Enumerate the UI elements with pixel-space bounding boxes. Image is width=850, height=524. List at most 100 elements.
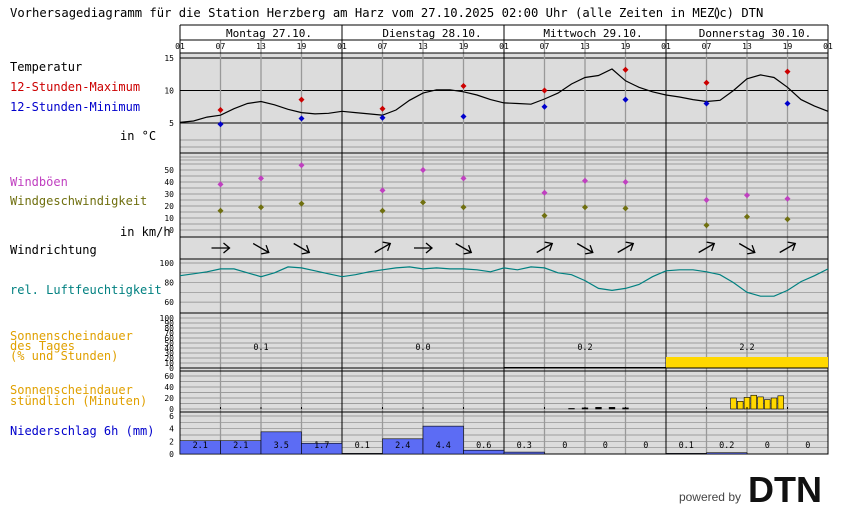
sunhour-bar — [568, 408, 575, 410]
humidity-line — [179, 266, 829, 297]
humidity-tick-label: 60 — [164, 298, 174, 307]
precip-value-label: 4.4 — [436, 441, 451, 451]
wind-arrow-shape — [779, 241, 797, 254]
label-sunhour-1: Sonnenscheindauer — [10, 383, 133, 397]
wind-speed-point — [217, 207, 224, 214]
precip-tick-label: 2 — [169, 437, 174, 446]
min-point — [784, 100, 791, 107]
wind-speed-point — [784, 216, 791, 223]
min-point — [298, 115, 305, 122]
min-point — [541, 103, 548, 110]
sunhour-bar — [770, 397, 778, 410]
wind-speed-point — [703, 222, 710, 229]
wind-arrow-shape — [576, 242, 594, 255]
wind-arrow — [698, 241, 716, 254]
wind-speed-point — [258, 204, 264, 211]
precip-value-label: 0.3 — [517, 441, 532, 451]
sunhour-tick-label: 60 — [164, 372, 174, 381]
wind-speed-point — [379, 207, 386, 214]
wind-arrow-shape — [617, 241, 635, 254]
wind-speed-point — [298, 200, 305, 207]
max-point — [298, 96, 305, 103]
precip-value-label: 0 — [643, 441, 648, 451]
sunhour-bar — [777, 395, 784, 410]
wind-arrow-shape — [698, 241, 716, 254]
gust-point — [298, 162, 305, 169]
sunday-tick-label: 60 — [164, 334, 174, 343]
wind-arrow — [536, 241, 554, 254]
day-label: Donnerstag 30.10. — [699, 27, 812, 40]
wind-arrow-shape — [374, 241, 392, 254]
precip-bar — [341, 453, 383, 455]
sunday-tick-label: 90 — [164, 319, 174, 328]
wind-speed-point — [622, 205, 629, 212]
precip-value-label: 0 — [562, 441, 567, 451]
precip-value-label: 2.1 — [193, 441, 208, 451]
label-sunhour-2: stündlich (Minuten) — [10, 394, 147, 408]
precip-value-label: 0 — [805, 441, 810, 451]
max-point — [217, 107, 224, 113]
sunday-tick-label: 0 — [169, 364, 174, 373]
label-humidity: rel. Luftfeuchtigkeit — [10, 283, 162, 297]
precip-value-label: 2.4 — [395, 441, 410, 451]
gust-point — [744, 192, 750, 199]
precip-bar — [665, 453, 707, 455]
max-point — [541, 87, 548, 94]
sunhour-tick-label: 40 — [164, 383, 174, 392]
humidity-tick-label: 80 — [164, 279, 174, 288]
wind-arrow — [293, 242, 311, 255]
wind-arrow-shape — [252, 242, 270, 255]
day-label: Dienstag 28.10. — [382, 27, 481, 40]
sunday-bar — [666, 357, 828, 368]
day-label: Montag 27.10. — [226, 27, 312, 40]
sunhour-bar — [750, 394, 757, 410]
precip-value-label: 0 — [603, 441, 608, 451]
sunday-tick-label: 80 — [164, 324, 174, 333]
wind-tick-label: 0 — [169, 226, 174, 235]
precip-tick-label: 4 — [169, 425, 174, 434]
label-temperatur: Temperatur — [10, 60, 82, 74]
wind-tick-label: 10 — [164, 214, 174, 223]
dtn-logo: DTN — [748, 469, 822, 510]
sunhour-bar — [764, 399, 771, 410]
wind-arrow — [374, 241, 392, 254]
temp-tick-label: 10 — [164, 87, 174, 96]
min-point — [622, 96, 629, 103]
precip-bar — [301, 442, 343, 455]
precip-value-label: 2.1 — [233, 441, 248, 451]
label-sunday-3: (% und Stunden) — [10, 349, 118, 363]
wind-tick-label: 30 — [164, 190, 174, 199]
wind-arrow — [617, 241, 635, 254]
sunhour-tick-label: 0 — [169, 405, 174, 414]
sunday-value-label: 0.1 — [253, 343, 268, 353]
gust-point — [784, 195, 791, 202]
sunday-value-label: 0.2 — [577, 343, 592, 353]
precip-bar — [422, 425, 464, 455]
precip-tick-label: 6 — [169, 412, 174, 421]
precip-value-label: 3.5 — [274, 441, 289, 451]
gust-point — [582, 177, 588, 184]
precip-value-label: 0 — [765, 441, 770, 451]
wind-arrow-shape — [293, 242, 311, 255]
wind-arrow — [455, 242, 473, 255]
wind-arrow-shape — [536, 241, 554, 254]
wind-arrow — [779, 241, 797, 254]
min-point — [460, 113, 467, 120]
gust-point — [703, 197, 710, 203]
wind-arrow — [414, 242, 434, 254]
sunday-tick-label: 20 — [164, 354, 174, 363]
min-point — [379, 114, 386, 121]
wind-arrow-shape — [414, 242, 434, 254]
temp-tick-label: 5 — [169, 119, 174, 128]
min-point — [217, 121, 224, 128]
wind-arrow — [738, 242, 756, 255]
max-point — [460, 82, 467, 89]
label-min: 12-Stunden-Minimum — [10, 100, 140, 114]
gust-point — [217, 181, 224, 188]
precip-value-label: 1.7 — [314, 441, 329, 451]
wind-tick-label: 40 — [164, 178, 174, 187]
sunday-tick-label: 70 — [164, 329, 174, 338]
max-point — [784, 68, 791, 75]
label-max: 12-Stunden-Maximum — [10, 80, 140, 94]
